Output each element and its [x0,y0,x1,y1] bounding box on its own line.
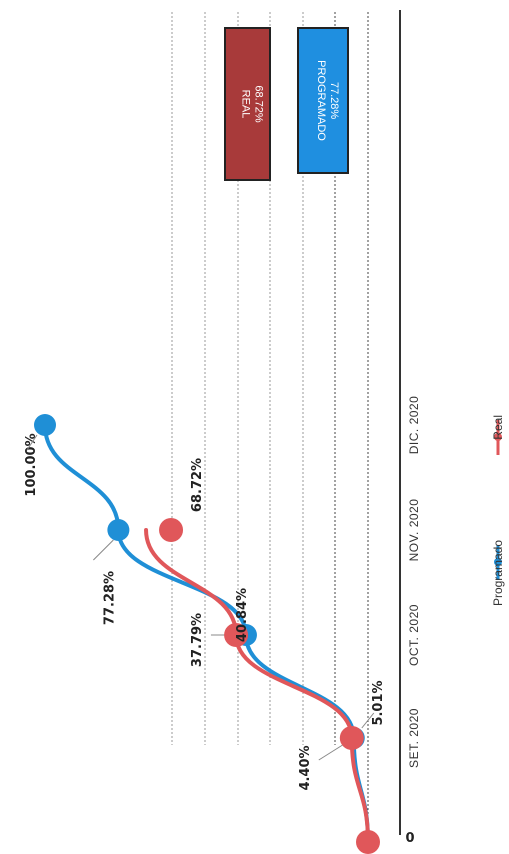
programado-series-line [43,423,370,844]
summary-box-value: 77.28% [328,82,340,120]
programado-marker [107,519,130,541]
zero-label: 0 [405,831,414,846]
summary-boxes: REAL 68.72% PROGRAMADO 77.28% [224,27,349,181]
real-marker [159,518,184,542]
programado-data-label: 37.79% [190,613,205,667]
real-summary-box [224,27,271,181]
label-leader-line [318,742,347,761]
real-data-label: 40.84% [235,588,250,642]
programado-legend-marker [494,558,502,566]
real-series-line [144,528,370,844]
real-legend-marker [494,433,502,441]
summary-box-label: REAL [240,90,252,119]
series-layer: 4.40%37.79%77.28%100.00%5.01%40.84%68.72… [24,414,386,854]
programado-data-label: 4.40% [298,745,313,790]
programado-data-label: 77.28% [102,571,117,625]
x-tick-label: OCT. 2020 [407,604,421,666]
programado-summary-box [297,27,349,174]
x-tick-label: NOV. 2020 [407,499,421,562]
x-tick-label: DIC. 2020 [407,396,421,455]
summary-box-value: 68.72% [253,85,265,123]
real-data-label: 5.01% [371,680,386,725]
real-legend-label: Real [491,415,505,440]
x-tick-labels: SET. 2020 OCT. 2020 NOV. 2020 DIC. 2020 [407,396,421,768]
programado-legend-label: Programado [491,540,505,606]
real-marker [224,623,249,647]
label-leader-line [361,712,375,729]
real-marker [339,726,364,750]
legend: Programado Real [491,415,505,606]
label-leader-line [26,434,38,451]
x-tick-label: SET. 2020 [407,708,421,768]
real-data-label: 68.72% [190,458,205,512]
gridlines [171,12,369,835]
summary-box-label: PROGRAMADO [315,60,327,141]
programado-marker [34,414,56,436]
real-marker [356,830,380,854]
label-leader-line [93,539,114,561]
